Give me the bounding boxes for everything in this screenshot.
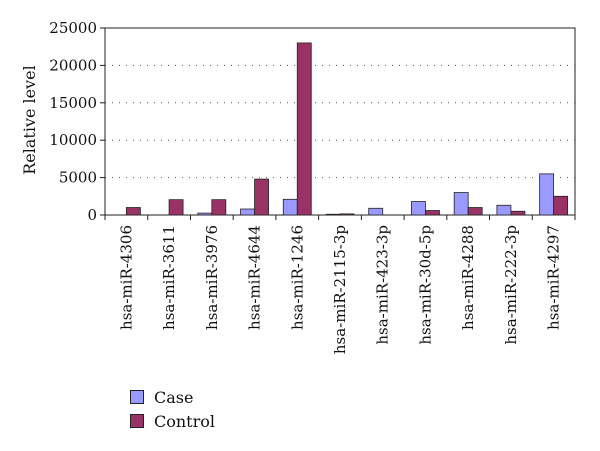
x-tick-label: hsa-miR-3976 bbox=[203, 225, 221, 330]
bar-case-hsa-mir-222-3p bbox=[496, 204, 512, 216]
y-tick-label: 10000 bbox=[49, 131, 97, 149]
legend-label-control: Control bbox=[154, 411, 216, 431]
bar-case-hsa-mir-423-3p bbox=[368, 207, 384, 216]
y-tick-label: 20000 bbox=[49, 56, 97, 74]
bar-case-hsa-mir-4297 bbox=[539, 173, 555, 216]
bar-case-hsa-mir-4288 bbox=[453, 192, 469, 216]
plot-frame bbox=[104, 27, 576, 216]
y-tick-label: 25000 bbox=[49, 19, 97, 37]
x-tick-label: hsa-miR-2115-3p bbox=[331, 225, 349, 354]
x-tick-label: hsa-miR-3611 bbox=[160, 225, 178, 330]
bar-case-hsa-mir-2115-3p bbox=[325, 213, 341, 216]
bar-control-hsa-mir-3976 bbox=[211, 199, 227, 216]
y-tick-label: 15000 bbox=[49, 94, 97, 112]
bar-control-hsa-mir-30d-5p bbox=[425, 210, 440, 216]
y-axis-label: Relative level bbox=[20, 65, 39, 175]
legend-item-control: Control bbox=[130, 409, 215, 433]
bar-control-hsa-mir-4306 bbox=[125, 207, 141, 216]
x-tick-label: hsa-miR-4297 bbox=[545, 225, 563, 330]
x-tick-label: hsa-miR-4288 bbox=[459, 225, 477, 330]
y-tick-label: 5000 bbox=[59, 169, 97, 187]
bar-case-hsa-mir-3976 bbox=[197, 212, 213, 216]
legend: Case Control bbox=[130, 385, 215, 433]
bar-control-hsa-mir-2115-3p bbox=[339, 213, 355, 216]
x-tick-label: hsa-miR-4306 bbox=[117, 225, 135, 330]
bar-control-hsa-mir-4644 bbox=[254, 178, 269, 216]
bar-case-hsa-mir-30d-5p bbox=[411, 201, 426, 216]
bar-control-hsa-mir-3611 bbox=[168, 199, 184, 216]
legend-label-case: Case bbox=[154, 387, 194, 407]
x-tick-label: hsa-miR-1246 bbox=[288, 225, 306, 330]
x-tick-label: hsa-miR-4644 bbox=[246, 225, 264, 330]
x-tick-label: hsa-miR-423-3p bbox=[374, 225, 392, 345]
legend-item-case: Case bbox=[130, 385, 215, 409]
bar-control-hsa-mir-222-3p bbox=[510, 210, 526, 216]
x-tick-label: hsa-miR-30d-5p bbox=[416, 225, 434, 345]
bar-control-hsa-mir-1246 bbox=[296, 42, 312, 216]
y-tick-label: 0 bbox=[87, 206, 97, 224]
legend-swatch-case bbox=[130, 390, 144, 404]
bar-control-hsa-mir-4288 bbox=[467, 207, 483, 216]
bar-case-hsa-mir-1246 bbox=[282, 198, 298, 216]
legend-swatch-control bbox=[130, 414, 144, 428]
bar-control-hsa-mir-4297 bbox=[553, 195, 569, 216]
x-tick-label: hsa-miR-222-3p bbox=[502, 225, 520, 345]
bar-case-hsa-mir-4644 bbox=[240, 208, 255, 216]
